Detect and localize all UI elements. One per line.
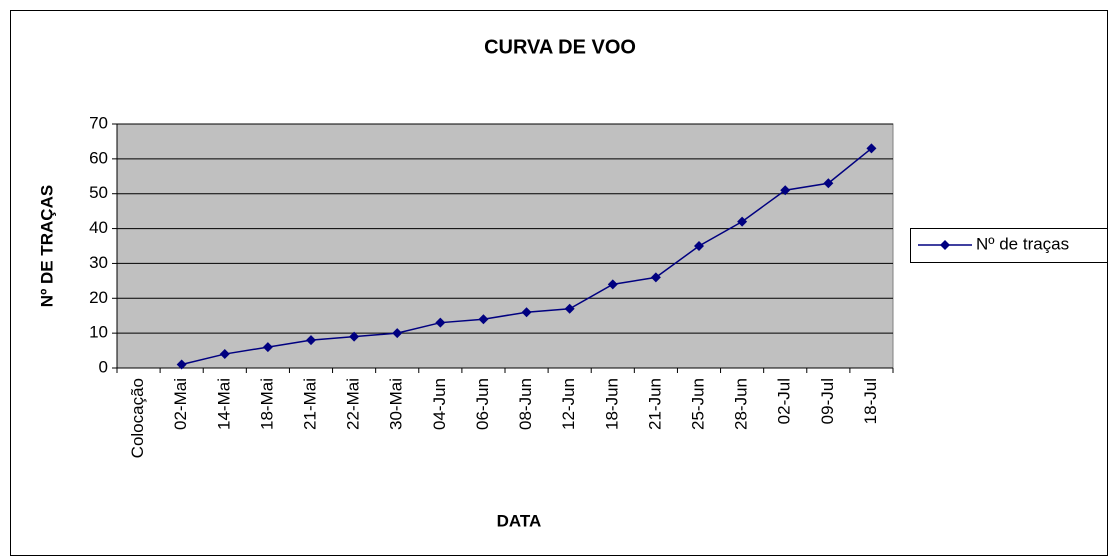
y-tick-label: 60 [89,148,108,167]
x-tick-label: 21-Jun [645,378,664,430]
chart-title: CURVA DE VOO [484,36,636,58]
x-axis-title: DATA [497,511,542,530]
legend-marker [940,240,950,250]
data-point [650,272,661,283]
y-tick-label: 30 [89,253,108,272]
data-point [392,328,403,339]
x-tick-label: 06-Jun [473,378,492,430]
data-point [694,241,704,251]
x-tick-label: 02-Mai [171,378,190,430]
x-tick-label: 04-Jun [430,378,449,430]
data-point [262,342,273,353]
data-point [176,359,187,370]
x-tick-label: 14-Mai [214,378,233,430]
x-tick-label: 08-Jun [516,378,535,430]
x-tick-label: 18-Jun [602,378,621,430]
data-point [866,143,877,154]
x-tick-label: 12-Jun [559,378,578,430]
data-point [737,216,748,227]
data-point [564,303,575,314]
data-point [521,307,532,318]
plot-area [116,123,894,369]
x-tick-label: 28-Jun [732,378,751,430]
data-point [823,178,834,189]
x-tick-label: 18-Jul [861,378,880,424]
data-point [607,279,618,290]
y-tick-label: 0 [99,357,108,376]
x-tick-label: 22-Mai [344,378,363,430]
data-point [306,335,316,346]
data-point [219,349,230,360]
legend-label: Nº de traças [976,234,1069,253]
x-tick-label: 09-Jul [818,378,837,424]
y-tick-label: 70 [89,113,108,132]
x-tick-label: 30-Mai [387,378,406,430]
y-tick-label: 40 [89,218,108,237]
data-point [478,314,489,325]
x-tick-label: Colocação [128,378,147,458]
y-tick-label: 10 [89,323,108,342]
data-point [435,317,446,328]
y-tick-label: 50 [89,183,108,202]
x-tick-label: 25-Jun [688,378,707,430]
y-tick-label: 20 [89,288,108,307]
x-tick-label: 18-Mai [257,378,276,430]
x-tick-label: 02-Jul [775,378,794,424]
x-tick-label: 21-Mai [300,378,319,430]
data-point [780,185,791,196]
data-point [349,331,360,342]
y-axis-title: Nº DE TRAÇAS [37,185,56,307]
